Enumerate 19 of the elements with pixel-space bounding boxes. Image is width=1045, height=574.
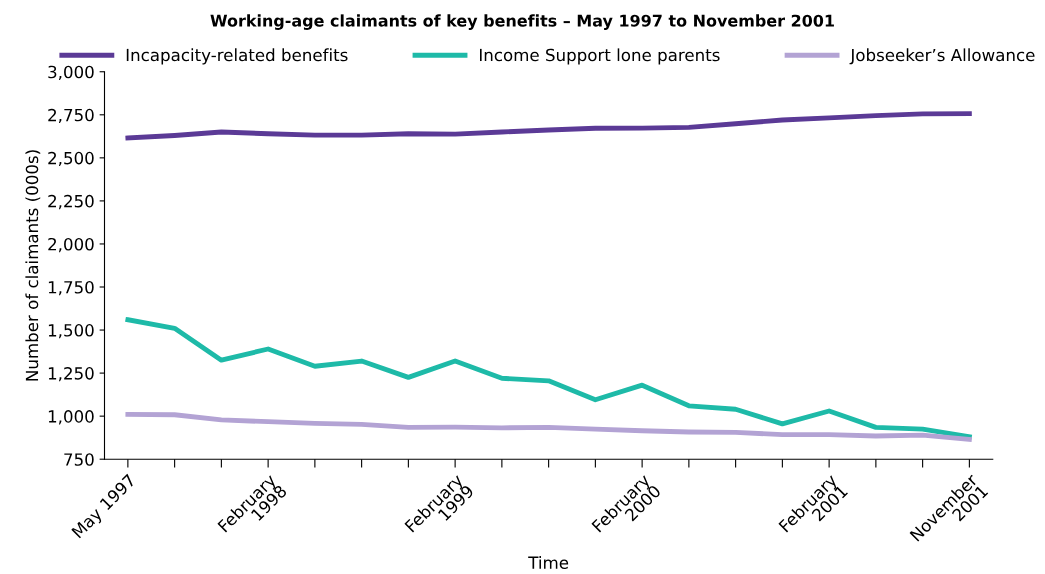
y-tick-label: 2,750 (48, 108, 94, 124)
legend-label: Jobseeker’s Allowance (849, 48, 1035, 65)
chart-title: Working-age claimants of key benefits – May 1997 to November 2001 (210, 14, 834, 30)
y-tick-label: 2,250 (48, 194, 94, 210)
y-tick-label: 1,250 (48, 367, 94, 382)
line-series (125, 111, 972, 141)
legend-label: Income Support lone parents (479, 48, 720, 65)
y-tick-label: 2,500 (48, 151, 94, 167)
line-series (125, 317, 972, 440)
line-series (125, 412, 972, 442)
y-axis-title: Number of claimants (000s) (25, 150, 41, 381)
y-tick-label: 1,500 (48, 324, 94, 339)
y-tick-label: 1,750 (48, 280, 94, 296)
legend-label: Incapacity-related benefits (126, 48, 348, 65)
y-tick-label: 2,000 (48, 237, 94, 253)
y-tick-label: 750 (64, 453, 94, 466)
x-axis-title: Time (528, 556, 569, 569)
y-tick-label: 3,000 (48, 65, 94, 81)
y-tick-label: 1,000 (48, 410, 94, 425)
